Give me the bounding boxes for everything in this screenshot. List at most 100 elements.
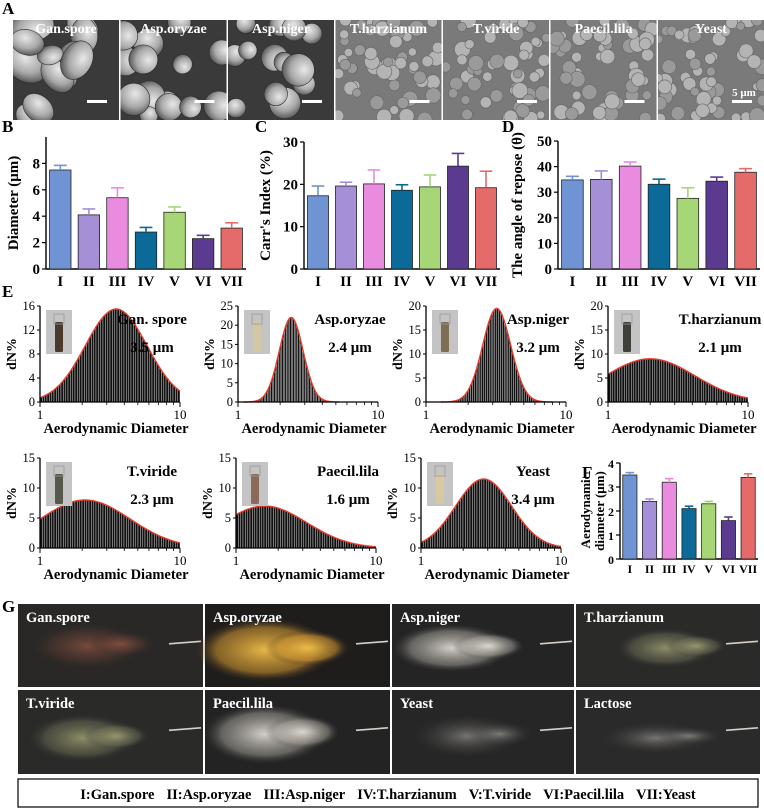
histogram-bar <box>51 390 55 403</box>
histogram-bar <box>147 530 150 549</box>
histogram-bar <box>515 366 518 403</box>
sem-particle <box>738 43 754 59</box>
sem-particle <box>407 47 417 57</box>
sem-particle <box>534 85 549 102</box>
vial-powder <box>623 322 631 352</box>
sem-particle <box>639 111 652 120</box>
histogram-bar <box>694 375 697 403</box>
y-tick-label: 0 <box>291 262 299 278</box>
y-axis-label: Diameter (μm) <box>6 156 22 250</box>
histogram-bar <box>326 534 330 549</box>
histogram-bar <box>81 349 85 403</box>
nozzle-tube <box>168 640 202 645</box>
histogram-bar <box>277 508 281 549</box>
histogram-bar <box>517 372 520 403</box>
x-tick-label: II <box>340 274 352 290</box>
sem-particle <box>339 58 352 71</box>
histogram-bar <box>74 500 78 549</box>
fit-curve <box>440 307 553 403</box>
histogram-bar <box>292 319 295 403</box>
histogram-bar <box>633 361 637 403</box>
sem-image: Asp.niger <box>228 20 334 120</box>
histogram-bar <box>109 310 113 403</box>
histogram-bar <box>51 510 55 549</box>
plume-photo-grid: Gan.spore Asp.oryzae Asp.niger T.harzianum T… <box>18 604 760 774</box>
mmad-value: 2.4 μm <box>328 340 372 356</box>
histogram-bar <box>49 392 52 403</box>
histogram-bar <box>705 382 709 403</box>
sem-particle <box>528 71 540 83</box>
histogram-bar <box>712 386 716 403</box>
x-tick-label: I <box>628 562 633 576</box>
histogram-bar <box>668 362 672 403</box>
x-tick-label: V <box>704 562 713 576</box>
y-tick-label: 8 <box>33 156 41 172</box>
sem-particle <box>389 105 399 115</box>
y-tick-label: 5 <box>415 371 421 385</box>
sem-particle <box>483 30 497 44</box>
y-tick-label: 2 <box>608 505 614 519</box>
y-tick-label: 30 <box>283 135 298 151</box>
histogram-bar <box>703 381 707 403</box>
sem-particle <box>592 105 607 120</box>
histogram-bar <box>446 517 450 549</box>
histogram-bar <box>254 506 258 549</box>
aerosol-plume-tail <box>88 631 154 657</box>
histogram-bar <box>49 512 52 549</box>
histogram-bar <box>500 491 503 549</box>
histogram-bar <box>465 490 468 549</box>
y-tick-label: 10 <box>283 220 298 236</box>
histogram-bar <box>294 515 297 549</box>
histogram-bar <box>439 526 443 549</box>
y-tick-label: 0 <box>225 541 231 555</box>
histogram-bar <box>427 537 431 549</box>
histogram-bar <box>451 510 454 549</box>
x-tick-label: 1 <box>37 407 44 422</box>
histogram-bar <box>279 343 282 403</box>
aerosol-plume-tail <box>265 630 349 666</box>
histogram-bar <box>135 523 139 549</box>
sem-particle <box>460 95 471 105</box>
sem-image: Asp.oryzae <box>120 20 227 120</box>
legend-item-7: VII:Yeast <box>636 787 696 803</box>
x-tick-label: VII <box>220 274 243 290</box>
sem-particle <box>748 107 764 120</box>
histogram-bar <box>67 372 71 403</box>
histogram-bar <box>476 480 480 549</box>
bar <box>419 186 441 270</box>
histogram-bar <box>135 327 139 403</box>
bar <box>163 211 186 270</box>
panel-letter-a: A <box>2 0 15 18</box>
vial-glass <box>251 313 263 325</box>
y-tick-label: 0 <box>597 395 603 409</box>
sem-particle <box>751 20 763 27</box>
nozzle-tube <box>725 727 759 732</box>
sem-particle <box>658 112 666 120</box>
aerosol-plume-tail <box>452 632 524 660</box>
x-tick-label: I <box>57 274 63 290</box>
sem-particle <box>695 103 710 118</box>
fit-curve <box>243 316 339 403</box>
histogram-bar <box>736 395 739 403</box>
nozzle-tube <box>355 727 389 732</box>
bar <box>363 183 385 270</box>
sem-particle <box>746 54 762 69</box>
x-tick-label: 1 <box>233 553 240 568</box>
sem-particle <box>730 112 742 120</box>
histogram-bar <box>300 343 303 403</box>
sem-label: Asp.niger <box>252 22 310 37</box>
x-tick-label: I <box>315 274 321 290</box>
histogram-bar <box>319 530 323 549</box>
sem-particle <box>642 90 652 101</box>
x-tick-label: 10 <box>370 553 383 568</box>
histogram-bar <box>163 537 167 549</box>
y-tick-label: 15 <box>23 451 36 465</box>
scale-bar <box>194 100 215 103</box>
y-tick-label: 20 <box>409 299 422 313</box>
histogram-bar <box>130 320 134 403</box>
plume-label: T.viride <box>26 696 75 712</box>
histogram-bar <box>130 520 134 549</box>
sem-particle <box>736 21 746 31</box>
